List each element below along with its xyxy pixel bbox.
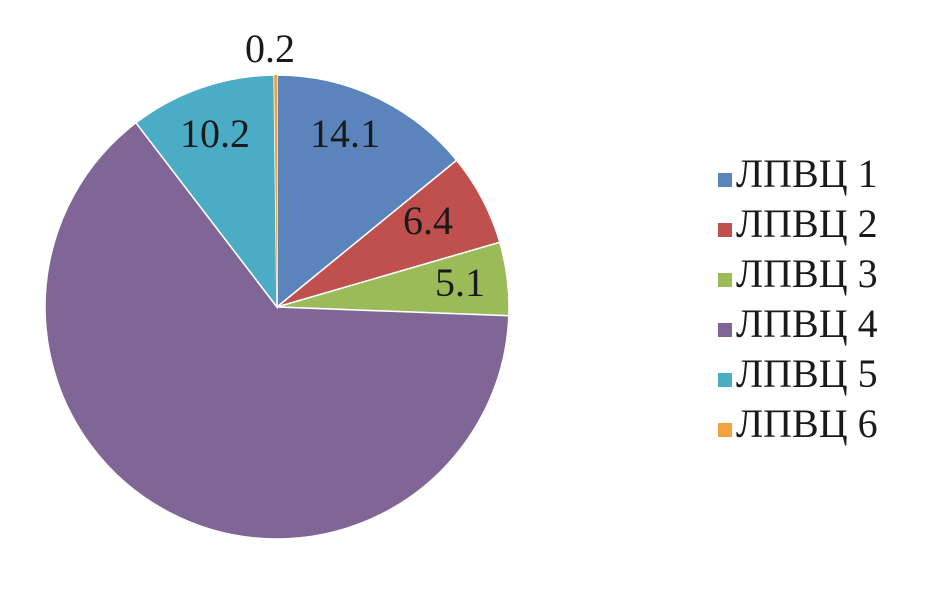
- legend-swatch-3: [718, 273, 732, 287]
- legend-label-1: ЛПВЦ 1: [736, 151, 878, 196]
- data-label-2: 6.4: [403, 198, 453, 243]
- pie-slice-4: [44, 121, 510, 540]
- legend-label-4: ЛПВЦ 4: [736, 301, 878, 346]
- pie-slice-5: [134, 74, 278, 310]
- legend-label-3: ЛПВЦ 3: [736, 251, 878, 296]
- data-label-3: 5.1: [435, 260, 485, 305]
- pie-slice-1: [276, 74, 458, 309]
- pie-slices: [44, 74, 510, 540]
- data-label-5: 10.2: [180, 111, 250, 156]
- legend-label-5: ЛПВЦ 5: [736, 351, 878, 396]
- legend-swatch-2: [718, 223, 732, 237]
- legend-swatch-1: [718, 173, 732, 187]
- data-label-1: 14.1: [310, 111, 380, 156]
- legend-swatch-6: [718, 423, 732, 437]
- pie-data-labels: 14.1 6.4 5.1 10.2 0.2: [180, 26, 485, 305]
- data-label-6: 0.2: [245, 26, 295, 71]
- pie-slice-6: [274, 75, 277, 307]
- legend-swatch-4: [718, 323, 732, 337]
- legend-label-2: ЛПВЦ 2: [736, 201, 878, 246]
- legend: ЛПВЦ 1 ЛПВЦ 2 ЛПВЦ 3 ЛПВЦ 4 ЛПВЦ 5 ЛПВЦ 6: [718, 151, 878, 446]
- legend-swatch-5: [718, 373, 732, 387]
- legend-label-6: ЛПВЦ 6: [736, 401, 878, 446]
